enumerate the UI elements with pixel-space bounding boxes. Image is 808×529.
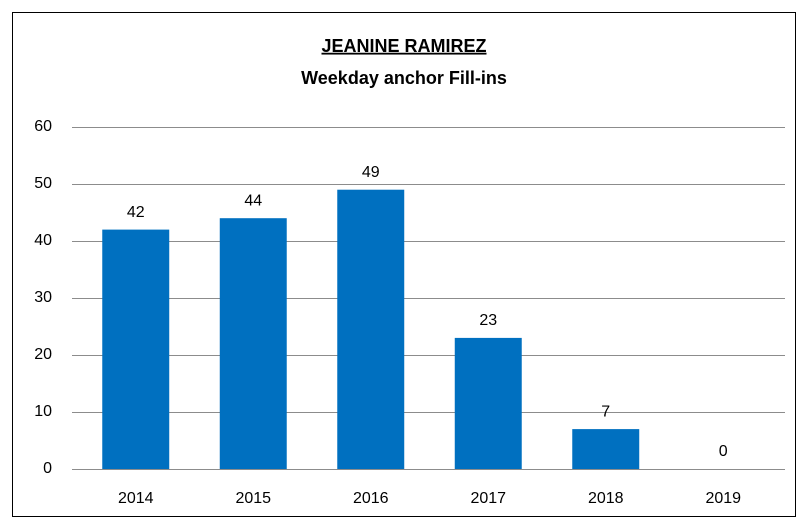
chart-subtitle: Weekday anchor Fill-ins: [301, 68, 507, 88]
y-tick-label: 50: [34, 175, 52, 192]
x-tick-label: 2018: [588, 490, 624, 507]
bar: [454, 337, 522, 469]
y-tick-label: 60: [34, 118, 52, 135]
y-tick-label: 10: [34, 403, 52, 420]
data-label: 42: [127, 204, 145, 221]
x-tick-label: 2017: [470, 490, 506, 507]
x-tick-label: 2014: [118, 490, 154, 507]
bar: [572, 429, 640, 469]
bar: [337, 189, 405, 469]
data-label: 0: [719, 443, 728, 460]
x-tick-label: 2015: [235, 490, 271, 507]
x-tick-label: 2019: [705, 490, 741, 507]
data-label: 23: [479, 312, 497, 329]
bar: [102, 229, 170, 469]
y-tick-label: 30: [34, 289, 52, 306]
y-tick-label: 0: [43, 460, 52, 477]
y-tick-label: 40: [34, 232, 52, 249]
x-tick-label: 2016: [353, 490, 389, 507]
y-tick-label: 20: [34, 346, 52, 363]
data-label: 7: [601, 403, 610, 420]
data-label: 44: [244, 192, 262, 209]
chart-title: JEANINE RAMIREZ: [321, 36, 486, 56]
bar: [219, 218, 287, 469]
data-label: 49: [362, 164, 380, 181]
